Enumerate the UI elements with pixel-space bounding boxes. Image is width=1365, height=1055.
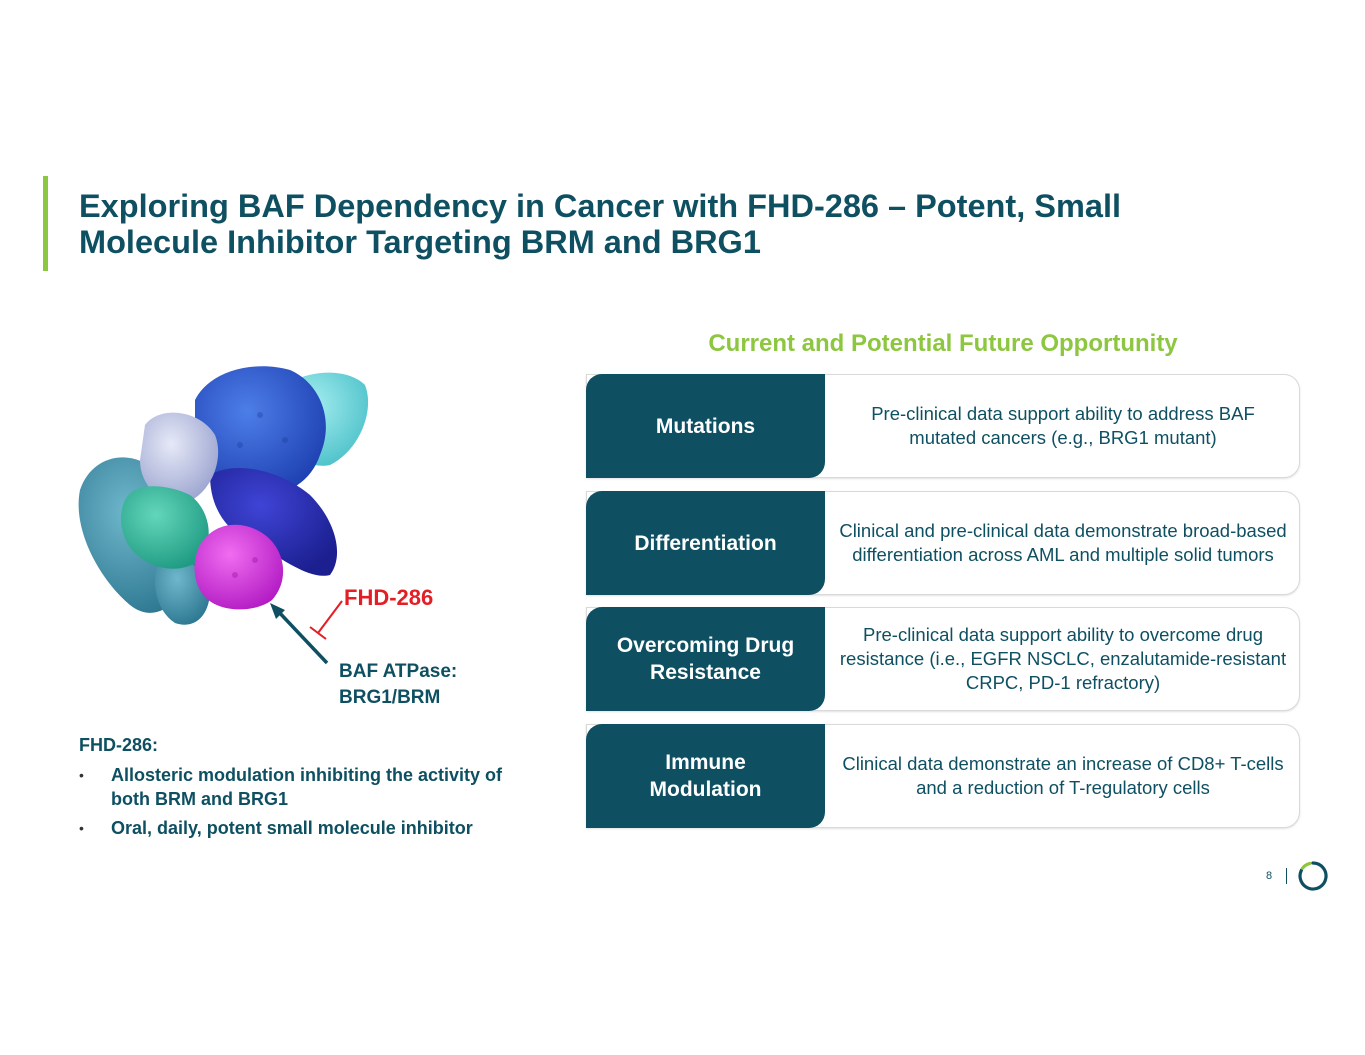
row-description: Clinical and pre-clinical data demonstra…: [839, 520, 1287, 565]
target-arrow-head: [270, 603, 285, 619]
target-label-line-1: BAF ATPase:: [339, 661, 458, 682]
inhibition-bar: [309, 626, 327, 640]
surface-texture: [282, 437, 288, 443]
bullet-icon: •: [79, 820, 84, 836]
row-description: Clinical data demonstrate an increase of…: [842, 753, 1284, 798]
footer-divider: [1286, 868, 1288, 884]
bullet-text: Allosteric modulation inhibiting the act…: [111, 765, 503, 809]
drug-summary-heading: FHD-286:: [79, 735, 159, 755]
opportunity-row: Overcoming Drug Resistance Pre-clinical …: [586, 607, 1300, 711]
opportunity-row: Differentiation Clinical and pre-clinica…: [586, 491, 1300, 595]
row-description: Pre-clinical data support ability to add…: [871, 403, 1255, 448]
bullet-icon: •: [79, 767, 84, 783]
opportunity-row: Immune Modulation Clinical data demonstr…: [586, 724, 1300, 828]
row-label: Differentiation: [586, 491, 825, 595]
slide-title-line-1: Exploring BAF Dependency in Cancer with …: [79, 188, 1121, 224]
surface-texture: [257, 412, 263, 418]
lavender-subunit: [140, 412, 219, 504]
slide-title: Exploring BAF Dependency in Cancer with …: [79, 188, 1279, 260]
slide-footer: 8: [1266, 861, 1328, 891]
row-description: Pre-clinical data support ability to ove…: [839, 624, 1287, 693]
surface-texture: [237, 442, 243, 448]
slide-title-line-2: Molecule Inhibitor Targeting BRM and BRG…: [79, 224, 761, 260]
list-item: • Allosteric modulation inhibiting the a…: [79, 763, 539, 811]
row-label: Overcoming Drug Resistance: [586, 607, 825, 711]
drug-label: FHD-286: [344, 585, 434, 610]
title-accent-bar: [43, 176, 48, 271]
green-subunit: [120, 486, 209, 569]
annotation-arrows: [270, 600, 343, 665]
surface-texture: [232, 572, 238, 578]
opportunity-heading: Current and Potential Future Opportunity: [708, 330, 1178, 357]
drug-summary: FHD-286: • Allosteric modulation inhibit…: [79, 735, 539, 845]
target-arrow-line: [274, 607, 329, 665]
list-item: • Oral, daily, potent small molecule inh…: [79, 816, 539, 840]
baf-complex-illustration: [78, 366, 369, 625]
blue-subunit: [195, 366, 326, 496]
company-logo-icon: [1298, 861, 1328, 891]
target-label-line-2: BRG1/BRM: [339, 687, 441, 708]
target-label: BAF ATPase: BRG1/BRM: [339, 659, 457, 711]
surface-texture: [252, 557, 258, 563]
row-label: Mutations: [586, 374, 825, 478]
row-label: Immune Modulation: [586, 724, 825, 828]
inhibition-line: [317, 600, 343, 634]
navy-subunit: [210, 467, 338, 576]
bullet-text: Oral, daily, potent small molecule inhib…: [111, 818, 473, 838]
opportunity-row: Mutations Pre-clinical data support abil…: [586, 374, 1300, 478]
page-number: 8: [1266, 870, 1273, 882]
magenta-subunit: [194, 524, 284, 610]
